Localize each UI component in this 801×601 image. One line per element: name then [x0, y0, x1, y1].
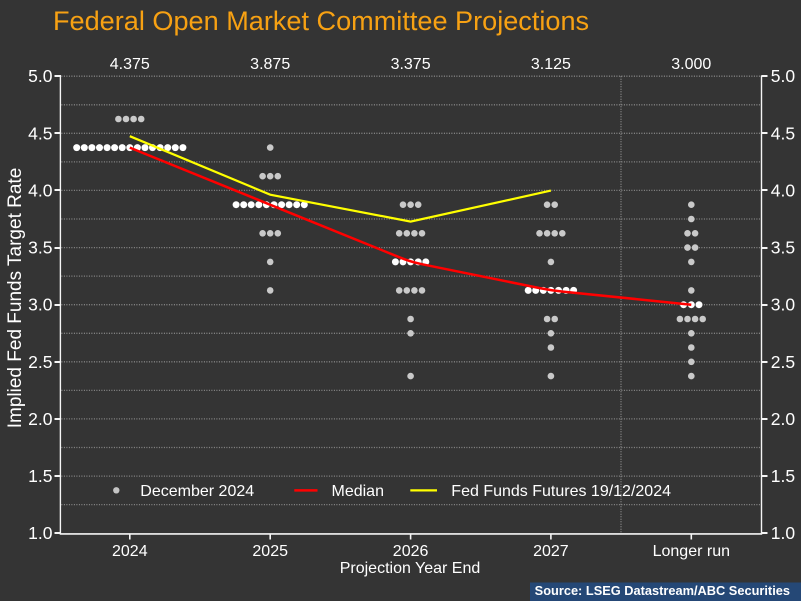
svg-text:Fed Funds Futures 19/12/2024: Fed Funds Futures 19/12/2024: [451, 483, 671, 500]
svg-text:2024: 2024: [112, 543, 148, 560]
svg-text:2026: 2026: [393, 543, 429, 560]
svg-text:2.5: 2.5: [771, 352, 795, 372]
svg-text:Projection Year End: Projection Year End: [340, 560, 481, 577]
svg-text:2027: 2027: [533, 543, 569, 560]
svg-text:4.375: 4.375: [110, 56, 150, 73]
svg-text:December 2024: December 2024: [140, 483, 254, 500]
svg-text:5.0: 5.0: [771, 66, 796, 86]
svg-text:5.0: 5.0: [28, 66, 53, 86]
svg-text:4.5: 4.5: [28, 123, 52, 143]
svg-text:3.0: 3.0: [28, 295, 53, 315]
svg-text:Longer run: Longer run: [653, 543, 730, 560]
svg-text:2.5: 2.5: [28, 352, 52, 372]
svg-text:1.0: 1.0: [28, 523, 53, 543]
svg-text:3.0: 3.0: [771, 295, 796, 315]
svg-text:3.5: 3.5: [771, 238, 795, 258]
svg-text:3.5: 3.5: [28, 238, 52, 258]
svg-text:3.000: 3.000: [671, 56, 711, 73]
svg-text:3.375: 3.375: [391, 56, 431, 73]
svg-text:2.0: 2.0: [771, 409, 796, 429]
svg-text:1.5: 1.5: [28, 466, 52, 486]
svg-text:2025: 2025: [252, 543, 288, 560]
svg-text:1.5: 1.5: [771, 466, 795, 486]
svg-text:2.0: 2.0: [28, 409, 53, 429]
svg-text:Source: LSEG Datastream/ABC Se: Source: LSEG Datastream/ABC Securities: [535, 583, 790, 598]
svg-text:Federal Open Market Committee: Federal Open Market Committee Projection…: [53, 5, 589, 36]
svg-text:4.0: 4.0: [28, 180, 53, 200]
svg-text:3.875: 3.875: [250, 56, 290, 73]
svg-text:4.0: 4.0: [771, 180, 796, 200]
svg-text:Median: Median: [332, 483, 384, 500]
svg-text:3.125: 3.125: [531, 56, 571, 73]
svg-text:4.5: 4.5: [771, 123, 795, 143]
svg-text:Implied Fed Funds Target Rate: Implied Fed Funds Target Rate: [5, 168, 26, 429]
svg-text:1.0: 1.0: [771, 523, 796, 543]
